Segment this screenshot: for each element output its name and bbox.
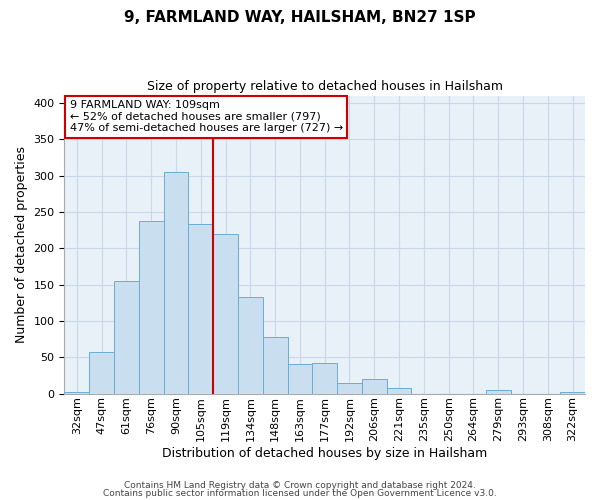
Y-axis label: Number of detached properties: Number of detached properties bbox=[15, 146, 28, 343]
Bar bbox=[64, 392, 89, 394]
Bar bbox=[263, 337, 287, 394]
Bar bbox=[337, 384, 362, 394]
Text: 9 FARMLAND WAY: 109sqm
← 52% of detached houses are smaller (797)
47% of semi-de: 9 FARMLAND WAY: 109sqm ← 52% of detached… bbox=[70, 100, 343, 133]
Bar bbox=[213, 234, 238, 394]
Text: 9, FARMLAND WAY, HAILSHAM, BN27 1SP: 9, FARMLAND WAY, HAILSHAM, BN27 1SP bbox=[124, 10, 476, 25]
Bar bbox=[89, 352, 114, 394]
Bar bbox=[362, 379, 386, 394]
Text: Contains public sector information licensed under the Open Government Licence v3: Contains public sector information licen… bbox=[103, 488, 497, 498]
Bar bbox=[386, 388, 412, 394]
Bar bbox=[313, 363, 337, 394]
Bar bbox=[238, 297, 263, 394]
Bar bbox=[486, 390, 511, 394]
Bar bbox=[114, 281, 139, 394]
Bar bbox=[164, 172, 188, 394]
Title: Size of property relative to detached houses in Hailsham: Size of property relative to detached ho… bbox=[147, 80, 503, 93]
Bar bbox=[188, 224, 213, 394]
Bar bbox=[560, 392, 585, 394]
Bar bbox=[139, 220, 164, 394]
Bar bbox=[287, 364, 313, 394]
X-axis label: Distribution of detached houses by size in Hailsham: Distribution of detached houses by size … bbox=[162, 447, 487, 460]
Text: Contains HM Land Registry data © Crown copyright and database right 2024.: Contains HM Land Registry data © Crown c… bbox=[124, 481, 476, 490]
